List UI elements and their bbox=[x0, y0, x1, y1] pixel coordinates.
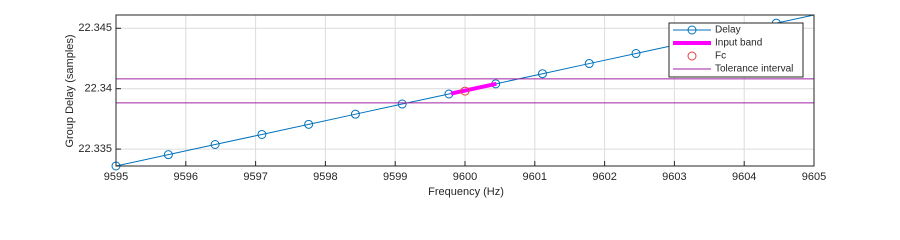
legend-box bbox=[668, 22, 804, 78]
marker bbox=[631, 49, 641, 59]
y-axis-label: Group Delay (samples) bbox=[64, 34, 76, 147]
x-tick-label: 9604 bbox=[732, 171, 756, 183]
x-tick-label: 9595 bbox=[104, 171, 128, 183]
axes-box bbox=[115, 14, 815, 167]
x-tick-label: 9597 bbox=[243, 171, 267, 183]
marker bbox=[584, 59, 594, 69]
marker bbox=[537, 69, 547, 79]
legend-swatch bbox=[687, 51, 697, 61]
x-tick-label: 9599 bbox=[383, 171, 407, 183]
marker bbox=[210, 139, 220, 149]
series-line bbox=[450, 81, 497, 96]
legend-label: Input band bbox=[715, 38, 762, 49]
legend-label: Delay bbox=[715, 25, 741, 36]
x-axis-label: Frequency (Hz) bbox=[428, 186, 504, 198]
y-tick-label: 22.34 bbox=[84, 83, 112, 95]
legend-label: Tolerance interval bbox=[715, 64, 793, 75]
marker bbox=[304, 119, 314, 129]
x-tick-label: 9600 bbox=[453, 171, 477, 183]
marker bbox=[397, 99, 407, 109]
marker bbox=[163, 150, 173, 160]
y-tick-label: 22.335 bbox=[78, 143, 112, 155]
x-tick-label: 9602 bbox=[592, 171, 616, 183]
x-tick-label: 9596 bbox=[174, 171, 198, 183]
marker bbox=[350, 109, 360, 119]
x-tick-label: 9601 bbox=[523, 171, 547, 183]
x-tick-label: 9603 bbox=[662, 171, 686, 183]
legend-label: Fc bbox=[715, 51, 726, 62]
y-tick-label: 22.345 bbox=[78, 22, 112, 34]
x-tick-label: 9605 bbox=[802, 171, 826, 183]
marker bbox=[460, 86, 470, 96]
x-tick-label: 9598 bbox=[313, 171, 337, 183]
marker bbox=[257, 129, 267, 139]
chart: Frequency (Hz) Group Delay (samples) 959… bbox=[64, 14, 826, 198]
legend-swatch bbox=[687, 25, 697, 35]
